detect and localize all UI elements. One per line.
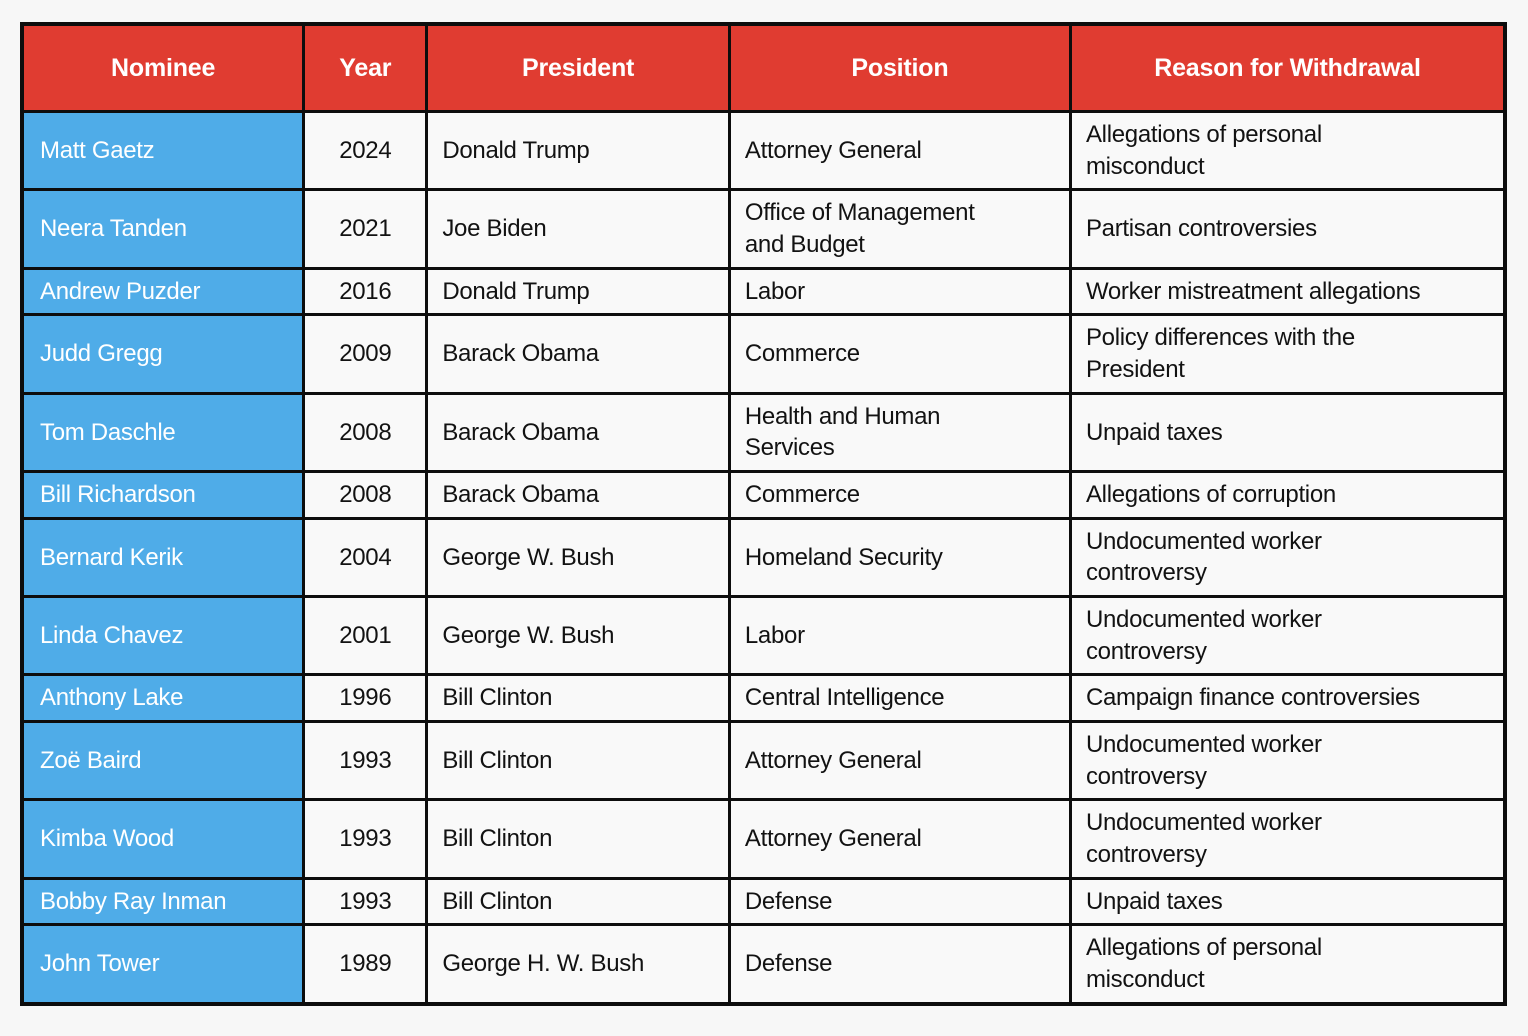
cell-reason: Unpaid taxes (1068, 391, 1507, 474)
cell-reason: Allegations of personal misconduct (1068, 109, 1507, 192)
cell-year: 1993 (302, 798, 429, 880)
cell-position: Labor (727, 266, 1072, 317)
column-header-position: Position (727, 22, 1072, 113)
cell-reason: Unpaid taxes (1068, 876, 1507, 927)
table-row: Judd Gregg 2009 Barack Obama Commerce Po… (20, 313, 1507, 395)
table-row: Andrew Puzder 2016 Donald Trump Labor Wo… (20, 266, 1507, 317)
cell-nominee: Tom Daschle (20, 391, 306, 474)
cell-reason: Undocumented worker controversy (1068, 595, 1507, 677)
table-row: Matt Gaetz 2024 Donald Trump Attorney Ge… (20, 109, 1507, 192)
cell-reason: Undocumented worker controversy (1068, 798, 1507, 880)
column-header-reason: Reason for Withdrawal (1068, 22, 1507, 113)
cell-position: Labor (727, 595, 1072, 677)
column-header-year: Year (302, 22, 429, 113)
cell-year: 2009 (302, 313, 429, 395)
cell-president: George H. W. Bush (425, 923, 731, 1006)
cell-reason: Worker mistreatment allegations (1068, 266, 1507, 317)
cell-position: Attorney General (727, 798, 1072, 880)
withdrawn-nominations-table: Nominee Year President Position Reason f… (20, 22, 1507, 1006)
cell-year: 2004 (302, 516, 429, 599)
cell-year: 2008 (302, 470, 429, 520)
cell-year: 1989 (302, 923, 429, 1006)
column-header-president: President (425, 22, 731, 113)
cell-president: Barack Obama (425, 313, 731, 395)
cell-position: Health and Human Services (727, 391, 1072, 474)
cell-year: 1996 (302, 673, 429, 724)
cell-nominee: Judd Gregg (20, 313, 306, 395)
cell-reason: Undocumented worker controversy (1068, 720, 1507, 802)
cell-president: Donald Trump (425, 266, 731, 317)
cell-reason: Partisan controversies (1068, 188, 1507, 270)
column-header-nominee: Nominee (20, 22, 306, 113)
cell-year: 2001 (302, 595, 429, 677)
cell-year: 1993 (302, 720, 429, 802)
cell-position: Defense (727, 923, 1072, 1006)
cell-year: 2024 (302, 109, 429, 192)
cell-position: Attorney General (727, 109, 1072, 192)
table-row: Tom Daschle 2008 Barack Obama Health and… (20, 391, 1507, 474)
cell-position: Attorney General (727, 720, 1072, 802)
cell-nominee: Linda Chavez (20, 595, 306, 677)
cell-nominee: Bernard Kerik (20, 516, 306, 599)
cell-year: 2008 (302, 391, 429, 474)
cell-reason: Undocumented worker controversy (1068, 516, 1507, 599)
cell-president: Bill Clinton (425, 876, 731, 927)
cell-president: Barack Obama (425, 391, 731, 474)
table-row: Bernard Kerik 2004 George W. Bush Homela… (20, 516, 1507, 599)
cell-president: Bill Clinton (425, 720, 731, 802)
table-body: Matt Gaetz 2024 Donald Trump Attorney Ge… (20, 109, 1507, 1006)
cell-president: Donald Trump (425, 109, 731, 192)
table-row: John Tower 1989 George H. W. Bush Defens… (20, 923, 1507, 1006)
cell-reason: Campaign finance controversies (1068, 673, 1507, 724)
cell-nominee: John Tower (20, 923, 306, 1006)
cell-position: Office of Management and Budget (727, 188, 1072, 270)
table-row: Neera Tanden 2021 Joe Biden Office of Ma… (20, 188, 1507, 270)
cell-president: Bill Clinton (425, 673, 731, 724)
cell-nominee: Neera Tanden (20, 188, 306, 270)
cell-president: George W. Bush (425, 516, 731, 599)
table-row: Zoë Baird 1993 Bill Clinton Attorney Gen… (20, 720, 1507, 802)
table-row: Bobby Ray Inman 1993 Bill Clinton Defens… (20, 876, 1507, 927)
cell-position: Commerce (727, 470, 1072, 520)
cell-nominee: Matt Gaetz (20, 109, 306, 192)
cell-nominee: Bill Richardson (20, 470, 306, 520)
table-row: Linda Chavez 2001 George W. Bush Labor U… (20, 595, 1507, 677)
cell-nominee: Zoë Baird (20, 720, 306, 802)
cell-nominee: Anthony Lake (20, 673, 306, 724)
table-row: Anthony Lake 1996 Bill Clinton Central I… (20, 673, 1507, 724)
cell-president: Bill Clinton (425, 798, 731, 880)
table-row: Kimba Wood 1993 Bill Clinton Attorney Ge… (20, 798, 1507, 880)
cell-nominee: Andrew Puzder (20, 266, 306, 317)
cell-president: Barack Obama (425, 470, 731, 520)
cell-position: Defense (727, 876, 1072, 927)
cell-position: Central Intelligence (727, 673, 1072, 724)
cell-year: 2016 (302, 266, 429, 317)
header-row: Nominee Year President Position Reason f… (20, 22, 1507, 113)
cell-year: 2021 (302, 188, 429, 270)
cell-reason: Policy differences with the President (1068, 313, 1507, 395)
cell-reason: Allegations of corruption (1068, 470, 1507, 520)
cell-president: George W. Bush (425, 595, 731, 677)
cell-position: Commerce (727, 313, 1072, 395)
cell-nominee: Bobby Ray Inman (20, 876, 306, 927)
cell-year: 1993 (302, 876, 429, 927)
cell-president: Joe Biden (425, 188, 731, 270)
cell-reason: Allegations of personal misconduct (1068, 923, 1507, 1006)
table-row: Bill Richardson 2008 Barack Obama Commer… (20, 470, 1507, 520)
cell-nominee: Kimba Wood (20, 798, 306, 880)
cell-position: Homeland Security (727, 516, 1072, 599)
